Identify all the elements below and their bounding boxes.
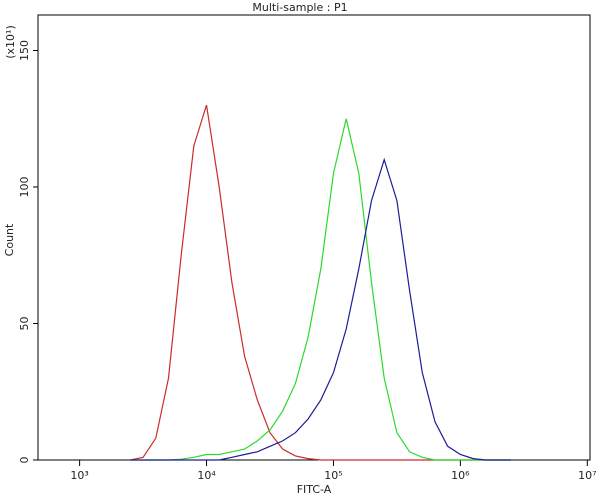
series-line	[130, 157, 512, 461]
x-tick-label: 10⁷	[578, 469, 596, 482]
chart-title: Multi-sample : P1	[252, 1, 347, 14]
y-tick-label: 150	[18, 40, 31, 61]
x-tick-label: 10⁶	[451, 469, 470, 482]
y-multiplier: (x10¹)	[4, 25, 17, 59]
series-line	[130, 118, 512, 461]
y-tick-label: 0	[18, 457, 31, 464]
y-axis-label: Count	[3, 223, 16, 256]
x-axis-label: FITC-A	[297, 483, 332, 496]
x-tick-label: 10⁴	[197, 469, 216, 482]
plot-frame	[37, 14, 591, 461]
x-tick-label: 10⁵	[324, 469, 342, 482]
x-tick-label: 10³	[70, 469, 88, 482]
y-tick-label: 100	[18, 176, 31, 197]
y-tick-label: 50	[18, 316, 31, 330]
series-line	[130, 104, 512, 461]
